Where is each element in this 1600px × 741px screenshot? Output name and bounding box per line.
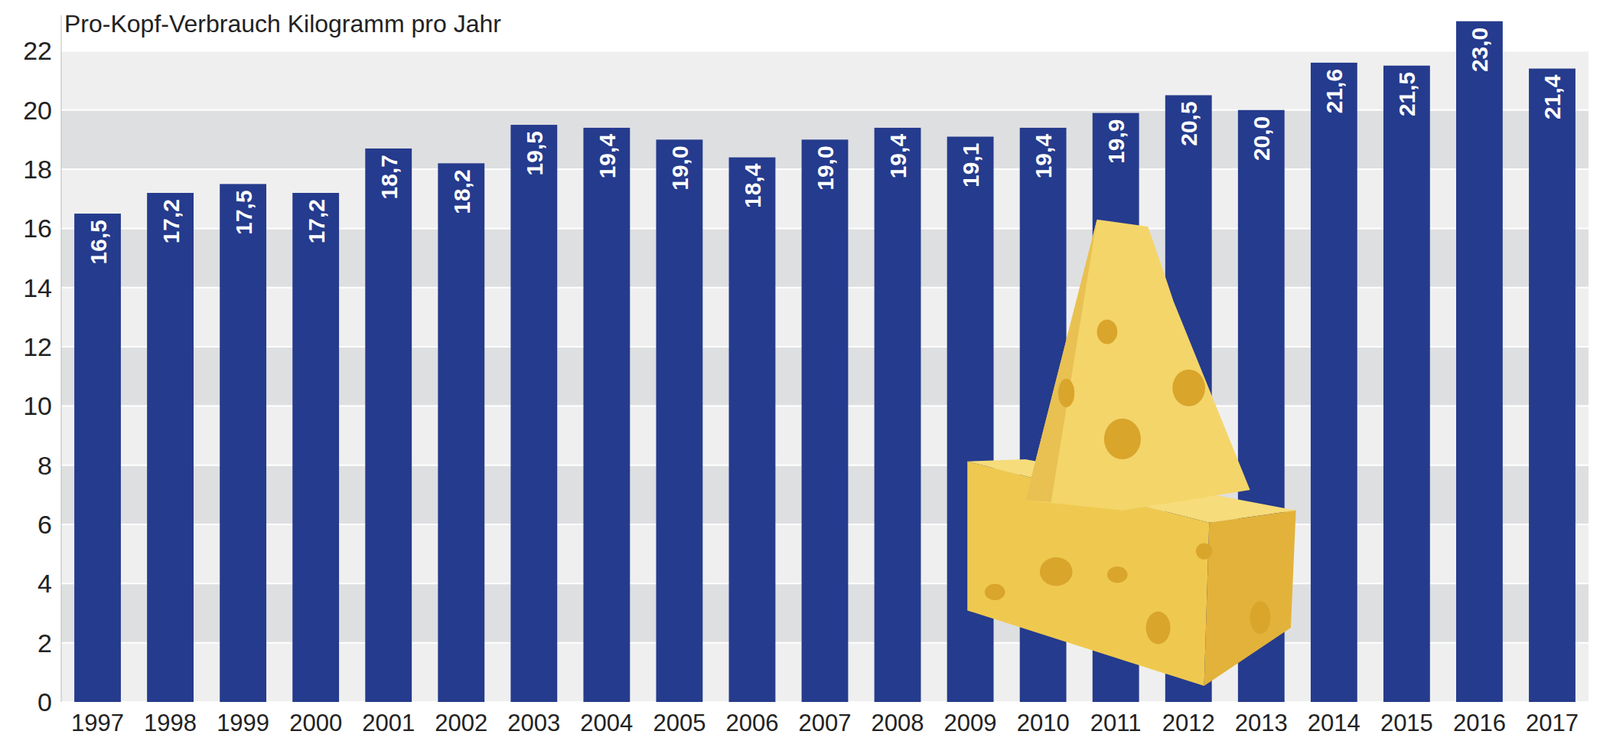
chart: 0 2 4 6 8 10 12 14 16 18 20 22 Pro-Kopf-Verbrauch Ki… <box>0 0 1600 741</box>
bar <box>729 157 776 702</box>
x-tick-label: 2004 <box>580 709 633 737</box>
y-axis-line <box>61 15 62 702</box>
y-tick-label: 16 <box>22 213 53 243</box>
bar <box>655 139 703 702</box>
data-label: 19,0 <box>667 145 693 190</box>
x-tick-label: 2011 <box>1090 709 1142 737</box>
x-tick-label: 2005 <box>652 709 706 737</box>
x-tick-label: 2017 <box>1525 709 1579 737</box>
data-label: 19,0 <box>812 145 838 190</box>
data-label: 20,0 <box>1248 116 1275 161</box>
x-tick-label: 2009 <box>944 709 998 737</box>
data-label: 23,0 <box>1466 27 1493 72</box>
x-tick-label: 2014 <box>1307 709 1361 737</box>
x-tick-label: 2007 <box>798 709 852 737</box>
data-label: 17,2 <box>158 198 184 244</box>
x-tick-label: 2010 <box>1016 709 1070 737</box>
y-tick-label: 8 <box>37 450 53 480</box>
x-tick-label: 2016 <box>1453 709 1506 737</box>
bar <box>292 192 339 702</box>
y-tick-label: 12 <box>22 332 53 362</box>
bar <box>801 139 849 702</box>
data-label: 19,4 <box>1030 133 1056 180</box>
data-label: 19,1 <box>958 143 984 188</box>
bar <box>219 183 267 702</box>
data-label: 21,6 <box>1321 68 1347 114</box>
grid-band <box>61 50 1589 110</box>
data-label: 19,5 <box>521 130 548 176</box>
grid-line <box>61 49 1589 52</box>
x-tick-label: 2001 <box>361 709 415 737</box>
x-tick-label: 2013 <box>1235 709 1288 737</box>
bar <box>1456 21 1503 702</box>
x-tick-label: 2012 <box>1162 709 1216 737</box>
y-tick-label: 4 <box>37 568 53 598</box>
x-tick-label: 2015 <box>1380 709 1434 737</box>
data-label: 19,4 <box>885 133 911 180</box>
data-label: 18,7 <box>376 154 402 199</box>
cheese-illustration <box>967 219 1296 686</box>
bar <box>74 213 121 702</box>
bar <box>1528 68 1576 702</box>
bar <box>510 124 558 702</box>
x-tick-label: 2002 <box>434 709 488 737</box>
bar <box>947 136 994 702</box>
bar <box>1383 65 1431 702</box>
title: Pro-Kopf-Verbrauch Kilogramm pro Jahr <box>64 9 502 38</box>
bar <box>146 192 194 702</box>
y-tick-label: 10 <box>22 391 53 421</box>
bar <box>364 148 412 702</box>
y-tick-label: 14 <box>22 273 53 303</box>
grid <box>61 50 1589 702</box>
data-label: 20,5 <box>1176 101 1202 146</box>
data-label: 16,5 <box>85 219 111 264</box>
x-tick-label: 2000 <box>289 709 343 737</box>
bar <box>583 127 630 702</box>
y-tick-label: 18 <box>22 154 53 184</box>
bar <box>437 162 485 702</box>
grid-line <box>61 109 1589 111</box>
y-tick-label: 22 <box>22 35 53 66</box>
bars <box>74 21 1576 702</box>
data-label: 19,4 <box>594 133 620 180</box>
x-tick-label: 1997 <box>71 709 124 737</box>
data-label: 21,4 <box>1539 74 1565 120</box>
y-tick-label: 20 <box>22 95 53 125</box>
x-tick-label: 1999 <box>216 709 270 737</box>
x-tick-label: 1998 <box>143 709 197 737</box>
data-label: 19,9 <box>1103 119 1129 164</box>
data-label: 17,2 <box>303 198 330 244</box>
bar <box>874 127 922 702</box>
data-label: 18,2 <box>449 169 475 214</box>
bar <box>1310 62 1358 702</box>
data-label: 17,5 <box>231 189 257 235</box>
y-tick-label: 2 <box>37 628 53 658</box>
x-tick-label: 2006 <box>725 709 779 737</box>
data-label: 21,5 <box>1394 71 1420 117</box>
x-tick-label: 2008 <box>871 709 925 737</box>
y-tick-label: 6 <box>37 509 53 539</box>
data-label: 18,4 <box>739 162 766 209</box>
x-tick-label: 2003 <box>507 709 561 737</box>
y-tick-label: 0 <box>37 687 53 717</box>
